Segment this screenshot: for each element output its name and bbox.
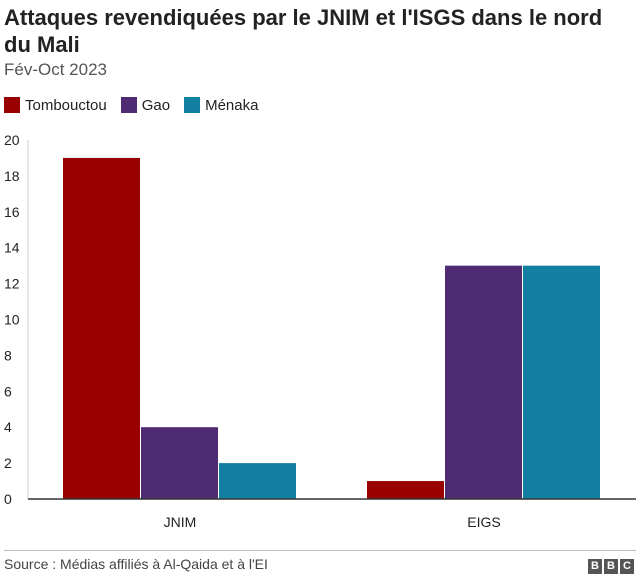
- y-tick-label: 14: [4, 240, 20, 256]
- legend-label: Gao: [141, 96, 171, 114]
- legend-swatch: [184, 97, 201, 113]
- bar: [63, 157, 140, 499]
- legend-label: Tombouctou: [25, 96, 107, 114]
- legend-item: Tombouctou: [4, 97, 107, 114]
- y-tick-label: 8: [4, 347, 12, 363]
- x-tick-label: EIGS: [467, 514, 500, 530]
- chart-title: Attaques revendiquées par le JNIM et l'I…: [4, 5, 603, 57]
- bar: [367, 481, 444, 499]
- y-tick-label: 4: [4, 419, 12, 435]
- chart-subtitle: Fév-Oct 2023: [4, 60, 107, 79]
- footer-divider: [4, 550, 636, 551]
- legend: Tombouctou Gao Ménaka: [4, 95, 272, 115]
- legend-item: Ménaka: [184, 97, 258, 114]
- logo-letter: B: [588, 559, 602, 574]
- y-tick-label: 16: [4, 204, 20, 220]
- bar: [219, 463, 296, 499]
- y-tick-label: 20: [4, 132, 20, 148]
- logo-letter: B: [604, 559, 618, 574]
- source-note: Source : Médias affiliés à Al-Qaida et à…: [4, 556, 268, 572]
- y-tick-label: 12: [4, 276, 20, 292]
- y-tick-label: 0: [4, 491, 12, 507]
- legend-swatch: [4, 97, 20, 113]
- bar: [445, 265, 522, 499]
- y-tick-label: 2: [4, 455, 12, 471]
- bbc-logo: B B C: [586, 559, 634, 574]
- bar: [141, 427, 218, 499]
- logo-letter: C: [620, 559, 634, 574]
- legend-item: Gao: [120, 96, 171, 114]
- y-tick-label: 10: [4, 312, 20, 328]
- y-tick-label: 6: [4, 383, 12, 399]
- legend-label: Ménaka: [205, 96, 259, 114]
- bar: [523, 265, 600, 499]
- y-tick-label: 18: [4, 168, 20, 184]
- x-tick-label: JNIM: [164, 514, 197, 530]
- legend-swatch: [120, 97, 137, 113]
- bar-chart: 0 2 4 6 8 10 12 14 16 18 20 JNIM EIGS: [4, 132, 636, 530]
